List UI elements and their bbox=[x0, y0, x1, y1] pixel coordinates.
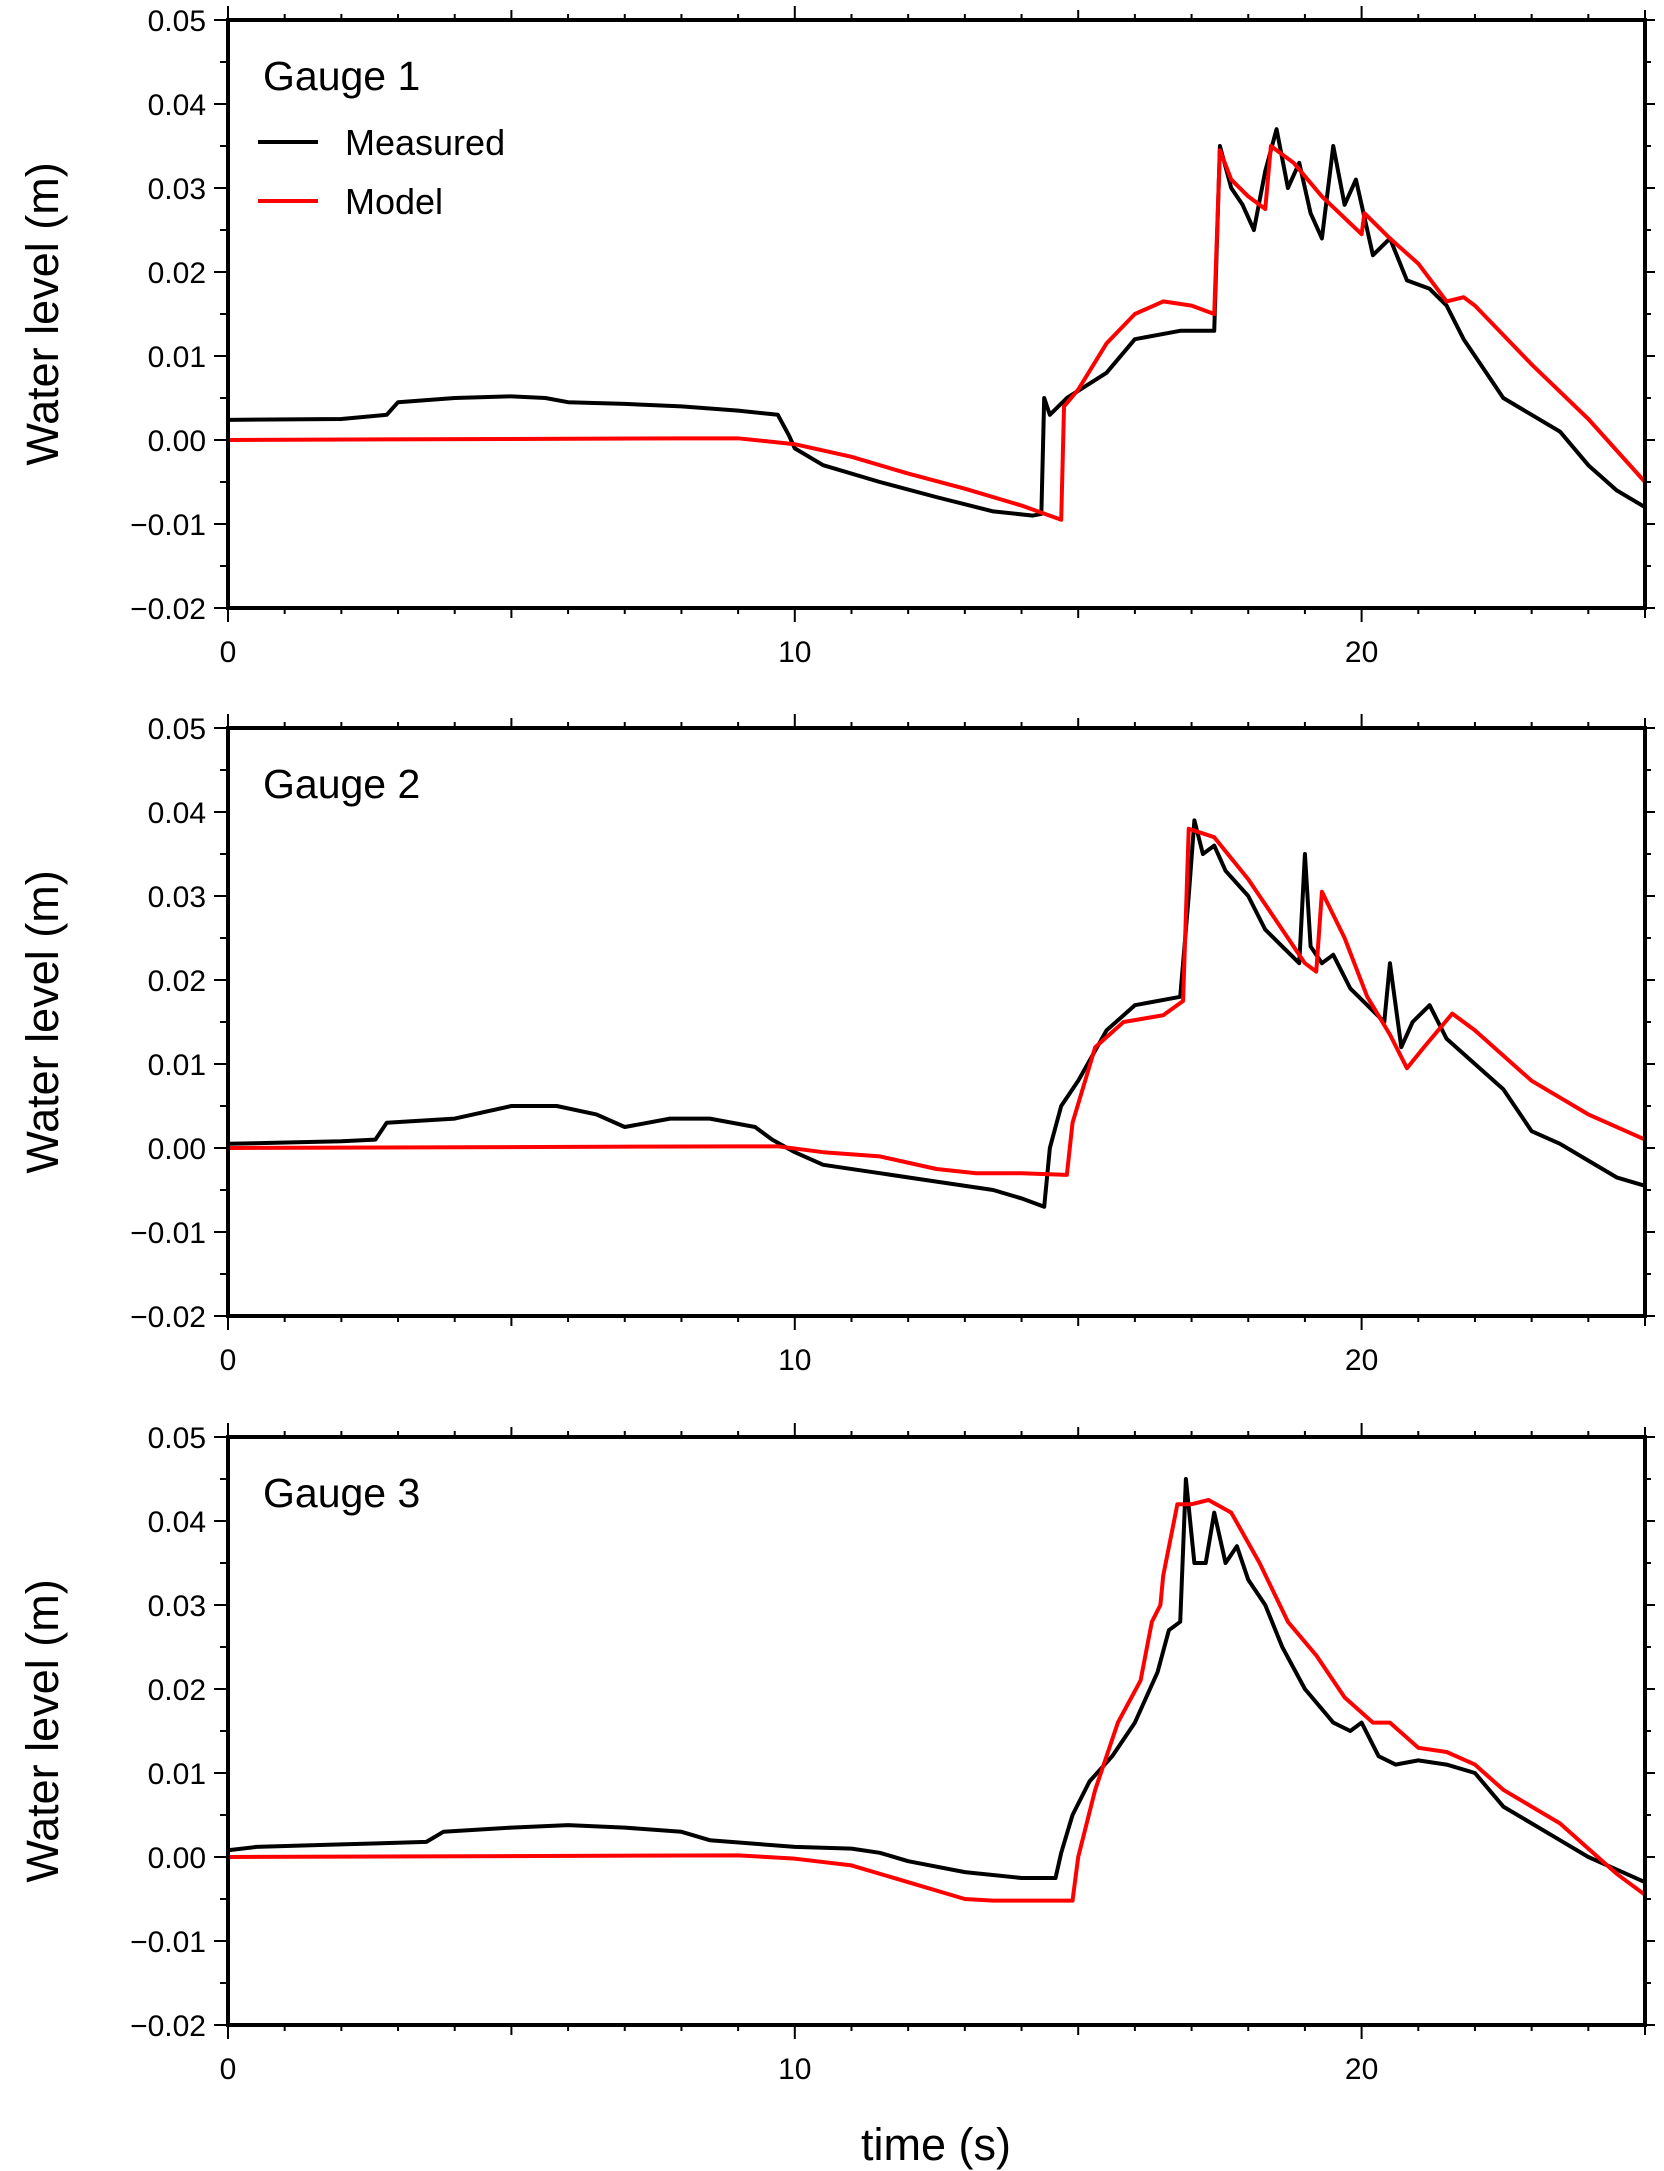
y-tick-label: 0.00 bbox=[148, 1133, 206, 1166]
y-tick-label: 0.03 bbox=[148, 1590, 206, 1623]
gauge-title: Gauge 3 bbox=[263, 1470, 420, 1516]
y-tick-label: 0.02 bbox=[148, 257, 206, 290]
series-line-model bbox=[227, 144, 1647, 522]
x-tick-label: 0 bbox=[220, 1344, 237, 1377]
gauge-title: Gauge 2 bbox=[263, 761, 420, 807]
x-tick-label: 20 bbox=[1345, 2053, 1378, 2086]
y-axis-title: Water level (m) bbox=[17, 1579, 68, 1882]
y-tick-label: −0.01 bbox=[130, 509, 206, 542]
legend-label: Measured bbox=[345, 122, 505, 163]
y-tick-label: 0.00 bbox=[148, 425, 206, 458]
y-tick-label: −0.02 bbox=[130, 1301, 206, 1334]
y-tick-label: 0.01 bbox=[148, 1758, 206, 1791]
x-axis-title: time (s) bbox=[861, 2119, 1011, 2170]
gauge-panel-3: −0.02 −0.01 0.00 0.01 0.02 0.03 0.04 0.05 0 10 20 W… bbox=[17, 1422, 1655, 2086]
y-tick-label: 0.03 bbox=[148, 881, 206, 914]
x-tick-label: 10 bbox=[778, 2053, 811, 2086]
plot-frame bbox=[226, 726, 1647, 1318]
y-tick-label: 0.04 bbox=[148, 797, 206, 830]
gauge-panel-2: −0.02 −0.01 0.00 0.01 0.02 0.03 0.04 0.05 0 10 20 W… bbox=[17, 713, 1655, 1377]
gauge-panel-1: −0.02 −0.01 0.00 0.01 0.02 0.03 0.04 0.05 0 10 20 W… bbox=[17, 5, 1655, 669]
y-tick-label: −0.02 bbox=[130, 2010, 206, 2043]
series-line-measured bbox=[227, 818, 1646, 1209]
x-tick-label: 0 bbox=[220, 636, 237, 669]
series-line-measured bbox=[227, 1477, 1646, 1885]
y-tick-label: −0.02 bbox=[130, 593, 206, 626]
x-tick-label: 20 bbox=[1345, 1344, 1378, 1377]
x-tick-label: 20 bbox=[1345, 636, 1378, 669]
plot-frame bbox=[226, 18, 1647, 610]
y-tick-label: 0.01 bbox=[148, 1049, 206, 1082]
series-line-model bbox=[227, 1498, 1647, 1903]
plot-frame bbox=[226, 1435, 1647, 2027]
y-tick-label: 0.04 bbox=[148, 1506, 206, 1539]
legend-label: Model bbox=[345, 181, 443, 222]
y-tick-label: 0.02 bbox=[148, 1674, 206, 1707]
y-tick-label: 0.00 bbox=[148, 1842, 206, 1875]
y-tick-label: 0.02 bbox=[148, 965, 206, 998]
y-axis-title: Water level (m) bbox=[17, 162, 68, 465]
y-tick-label: 0.05 bbox=[148, 5, 206, 38]
y-tick-label: 0.01 bbox=[148, 341, 206, 374]
y-tick-label: 0.05 bbox=[148, 1422, 206, 1455]
y-axis-title: Water level (m) bbox=[17, 870, 68, 1173]
gauge-title: Gauge 1 bbox=[263, 53, 420, 99]
y-tick-label: 0.04 bbox=[148, 89, 206, 122]
x-tick-label: 0 bbox=[220, 2053, 237, 2086]
x-tick-label: 10 bbox=[778, 1344, 811, 1377]
y-tick-label: 0.03 bbox=[148, 173, 206, 206]
series-line-model bbox=[227, 826, 1646, 1177]
series-line-measured bbox=[227, 127, 1647, 518]
x-tick-label: 10 bbox=[778, 636, 811, 669]
y-tick-label: −0.01 bbox=[130, 1217, 206, 1250]
y-tick-label: −0.01 bbox=[130, 1926, 206, 1959]
y-tick-label: 0.05 bbox=[148, 713, 206, 746]
